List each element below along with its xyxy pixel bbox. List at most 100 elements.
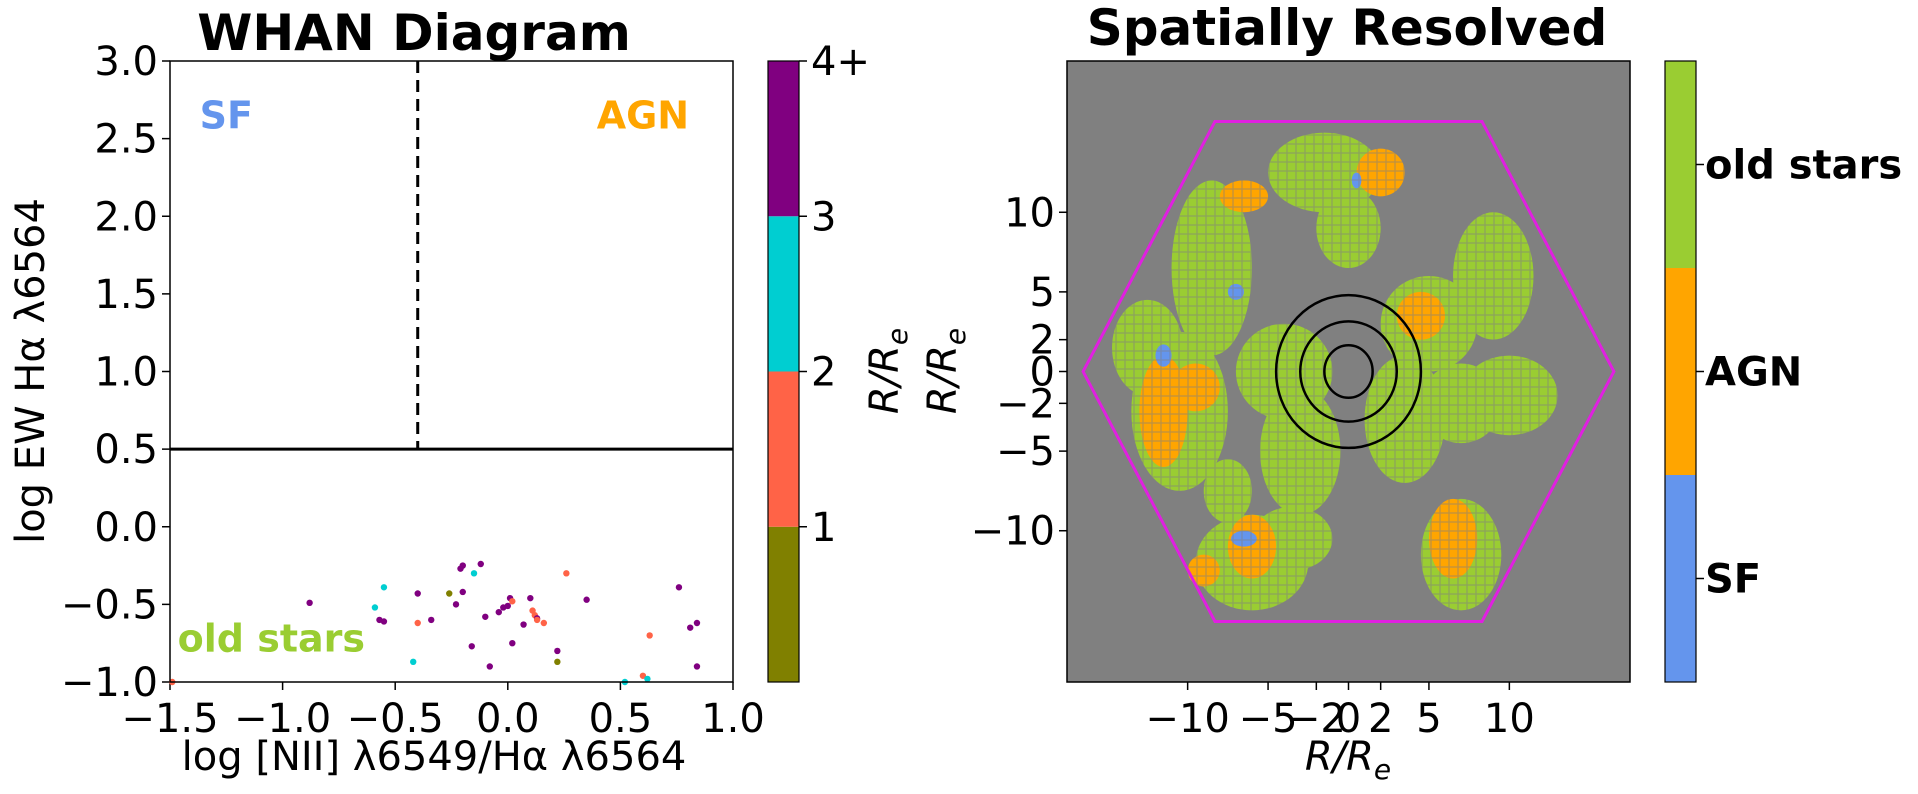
- class-colorbar-tick-label: AGN: [1705, 350, 1802, 396]
- whan-data-point: [446, 590, 453, 597]
- spatial-x-axis-label-main: R/R: [1305, 734, 1374, 780]
- whan-data-point: [486, 663, 493, 670]
- whan-data-point: [414, 619, 421, 627]
- radius-colorbar-tick-label: 3: [811, 194, 836, 240]
- whan-data-point: [380, 618, 388, 625]
- whan-y-tick-label: −1.0: [61, 660, 158, 706]
- whan-y-tick-label: 3.0: [94, 39, 158, 85]
- effective-radius-ellipse: [1298, 320, 1399, 423]
- whan-data-point: [482, 613, 489, 620]
- whan-y-tick-label: 1.5: [94, 272, 158, 318]
- whan-data-point: [554, 658, 561, 666]
- radius-colorbar-tick-label: 4+: [811, 39, 870, 85]
- radius-colorbar-blocks: [768, 61, 799, 682]
- spatial-x-tick-label: 5: [1416, 696, 1441, 742]
- whan-data-point: [410, 658, 417, 666]
- whan-data-point: [371, 604, 379, 611]
- whan-data-point: [459, 588, 466, 596]
- radius-colorbar-block: [768, 61, 799, 217]
- whan-points: [169, 560, 701, 686]
- whan-data-point: [509, 598, 516, 605]
- radius-colorbar-ticks: 1 2 3 4+: [799, 39, 870, 551]
- spatial-x-tick-label: 2: [1368, 696, 1393, 742]
- spatial-y-tick-label: 5: [1030, 270, 1055, 316]
- whan-data-point: [468, 643, 475, 650]
- whan-x-tick-label: −1.5: [121, 696, 218, 742]
- class-colorbar-tick-label: SF: [1705, 557, 1761, 603]
- whan-y-tick-label: −0.5: [61, 582, 158, 628]
- whan-data-point: [639, 672, 647, 679]
- whan-data-point: [533, 616, 541, 624]
- spatial-x-tick-label: −2: [1287, 696, 1346, 742]
- region-label-agn: AGN: [597, 93, 689, 137]
- whan-x-tick-label: 1.0: [701, 696, 765, 742]
- whan-y-axis-label: log EW Hα λ6564: [8, 198, 54, 544]
- whan-data-point: [477, 560, 484, 568]
- whan-x-axis-label: log [NII] λ6549/Hα λ6564: [182, 734, 687, 780]
- whan-data-point: [380, 584, 388, 591]
- spatial-y-tick-label: −10: [971, 509, 1055, 555]
- whan-y-tick-label: 0.0: [94, 505, 158, 551]
- spatial-y-axis-label: R/Re: [920, 328, 972, 414]
- radius-colorbar-label-main: R/R: [862, 345, 908, 414]
- radius-colorbar-label: R/Re: [862, 328, 914, 414]
- spatial-x-tick-label: −10: [1145, 696, 1229, 742]
- whan-data-point: [459, 562, 466, 569]
- whan-y-tick-label: 2.0: [94, 194, 158, 240]
- spatial-x-tick-label: 10: [1484, 696, 1535, 742]
- whan-title: WHAN Diagram: [197, 4, 631, 62]
- spatial-x-tick-label: 0: [1336, 696, 1361, 742]
- whan-y-tick-label: 2.5: [94, 117, 158, 163]
- whan-data-point: [554, 647, 561, 655]
- whan-x-tick-label: 0.5: [589, 696, 653, 742]
- ifu-hexagon-outline: [1081, 120, 1616, 623]
- whan-data-point: [414, 590, 421, 597]
- whan-data-point: [495, 608, 502, 616]
- class-colorbar-block: [1665, 475, 1696, 682]
- whan-x-tick-label: −1.0: [234, 696, 331, 742]
- class-colorbar-ticks: SF AGN old stars: [1696, 143, 1902, 603]
- whan-y-tick-label: 0.5: [94, 427, 158, 473]
- radius-colorbar-block: [768, 526, 799, 682]
- whan-data-point: [583, 596, 590, 603]
- radius-colorbar-tick-label: 2: [811, 350, 836, 396]
- whan-data-point: [693, 619, 701, 627]
- whan-x-tick-label: −0.5: [347, 696, 444, 742]
- whan-axis-ticks: −1.5 −1.0 −0.5 0.0 0.5 1.0−1.0−0.50.00.51.01.…: [61, 39, 765, 742]
- whan-data-point: [504, 602, 511, 610]
- class-colorbar-tick-label: old stars: [1705, 143, 1902, 189]
- region-label-old-stars: old stars: [178, 617, 365, 661]
- whan-data-point: [687, 624, 694, 631]
- whan-data-point: [520, 621, 527, 628]
- class-colorbar-blocks: [1665, 61, 1696, 682]
- class-colorbar-block: [1665, 61, 1696, 268]
- class-colorbar-block: [1665, 268, 1696, 475]
- whan-data-point: [509, 639, 516, 647]
- whan-data-point: [527, 594, 534, 602]
- spatial-title: Spatially Resolved: [1087, 0, 1608, 57]
- spatial-y-axis-label-main: R/R: [920, 345, 966, 414]
- spatial-panel: Spatially Resolved −10 −5−20 2 5 1010520−2−5…: [920, 0, 1631, 786]
- whan-data-point: [563, 570, 570, 577]
- spatial-y-tick-label: −2: [996, 381, 1055, 427]
- whan-panel: WHAN Diagram −1.5 −1.0 −0.5 0.0 0.5 1.0−1.0−0…: [8, 4, 765, 780]
- spatial-x-tick-label: −5: [1239, 696, 1298, 742]
- spatial-y-tick-label: 10: [1004, 190, 1055, 236]
- whan-data-point: [306, 599, 313, 607]
- whan-data-point: [675, 584, 683, 591]
- spatial-x-axis-label: R/Re: [1305, 734, 1391, 786]
- whan-data-point: [646, 632, 653, 639]
- region-label-sf: SF: [200, 93, 253, 137]
- radius-colorbar-tick-label: 1: [811, 505, 836, 551]
- map-pixel-grid: [1067, 61, 1630, 682]
- whan-x-tick-label: 0.0: [476, 696, 540, 742]
- whan-plot-frame: [169, 60, 734, 683]
- whan-data-point: [452, 601, 460, 608]
- radius-colorbar-block: [768, 216, 799, 372]
- effective-radius-ellipse: [1323, 343, 1374, 400]
- whan-data-point: [644, 675, 651, 683]
- radius-colorbar-block: [768, 371, 799, 527]
- whan-data-point: [540, 619, 548, 627]
